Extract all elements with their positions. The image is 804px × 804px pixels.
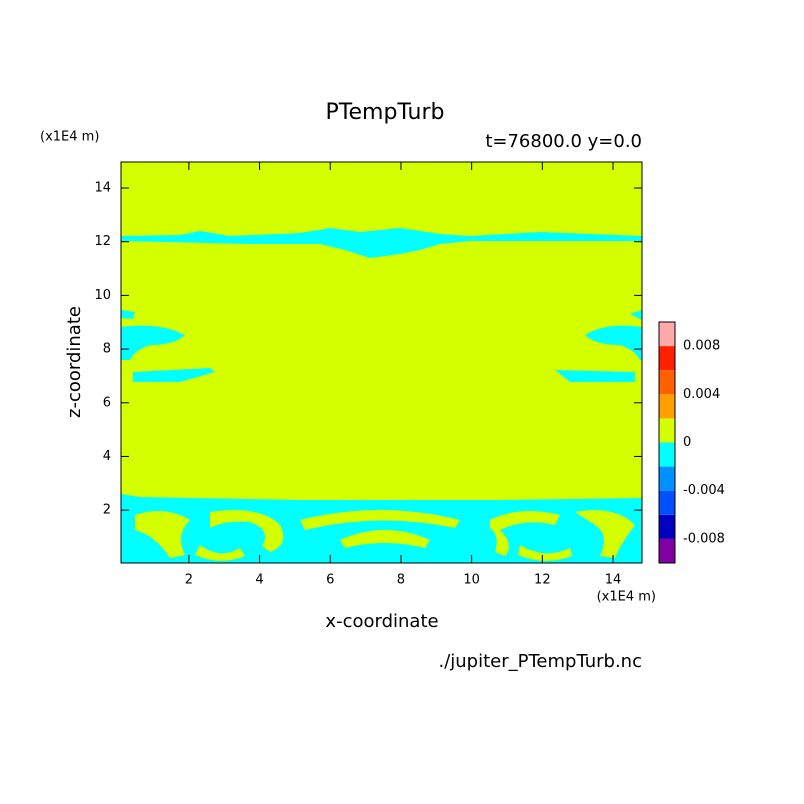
colorbar-tick-label: 0.008 xyxy=(683,339,720,354)
y-tick-label: 12 xyxy=(94,234,111,249)
colorbar-segment xyxy=(659,394,675,419)
contour-region xyxy=(340,530,430,548)
contour-region xyxy=(121,228,642,258)
contour-region xyxy=(490,511,560,556)
plot-frame xyxy=(120,161,643,564)
x-tick-label: 10 xyxy=(463,573,480,588)
y-tick-label: 6 xyxy=(103,395,111,410)
colorbar-segment xyxy=(659,514,675,539)
contour-regions xyxy=(121,228,642,563)
contour-region xyxy=(518,545,572,561)
contour-region xyxy=(585,325,642,360)
x-tick-label: 2 xyxy=(185,573,193,588)
y-tick-label: 4 xyxy=(103,449,111,464)
contour-region xyxy=(575,510,635,558)
contour-field xyxy=(121,162,642,563)
colorbar-tick-label: 0 xyxy=(683,435,691,450)
contour-regions xyxy=(135,510,635,561)
contour-region xyxy=(121,494,642,563)
y-tick-label: 8 xyxy=(103,342,111,357)
y-tick-label: 2 xyxy=(103,503,111,518)
colorbar-segment xyxy=(659,466,675,491)
x-unit: (x1E4 m) xyxy=(597,590,656,605)
colorbar-tick-label: 0.004 xyxy=(683,387,720,402)
chart-subtitle: t=76800.0 y=0.0 xyxy=(485,131,642,152)
y-tick-label: 14 xyxy=(94,181,111,196)
contour-region xyxy=(210,510,284,552)
y-tick-label: 10 xyxy=(94,288,111,303)
chart-title: PTempTurb xyxy=(326,100,445,125)
contour-region xyxy=(135,511,190,558)
contour-region xyxy=(555,370,635,382)
x-axis-label: x-coordinate xyxy=(325,611,438,632)
y-axis-label: z-coordinate xyxy=(64,306,85,418)
contour-region xyxy=(121,325,185,360)
x-tick-label: 8 xyxy=(397,573,405,588)
colorbar-segment xyxy=(659,442,675,467)
y-unit: (x1E4 m) xyxy=(40,130,99,145)
x-tick-label: 12 xyxy=(534,573,551,588)
colorbar-tick-label: -0.008 xyxy=(683,531,725,546)
contour-region xyxy=(195,545,245,561)
colorbar-segment xyxy=(659,322,675,347)
x-tick-label: 6 xyxy=(326,573,334,588)
colorbar-segment xyxy=(659,346,675,371)
contour-region xyxy=(630,310,642,320)
colorbar-segment xyxy=(659,490,675,515)
colorbar-segment xyxy=(659,538,675,563)
colorbar-tick-label: -0.004 xyxy=(683,483,725,498)
x-tick-label: 4 xyxy=(255,573,263,588)
colorbar-segment xyxy=(659,370,675,395)
x-tick-label: 14 xyxy=(605,573,622,588)
contour-region xyxy=(121,310,135,319)
source-file: ./jupiter_PTempTurb.nc xyxy=(438,651,642,672)
contour-region xyxy=(133,368,215,382)
colorbar-segment xyxy=(659,418,675,443)
contour-region xyxy=(300,510,460,530)
contour-background xyxy=(121,162,642,563)
colorbar-frame xyxy=(658,321,676,564)
